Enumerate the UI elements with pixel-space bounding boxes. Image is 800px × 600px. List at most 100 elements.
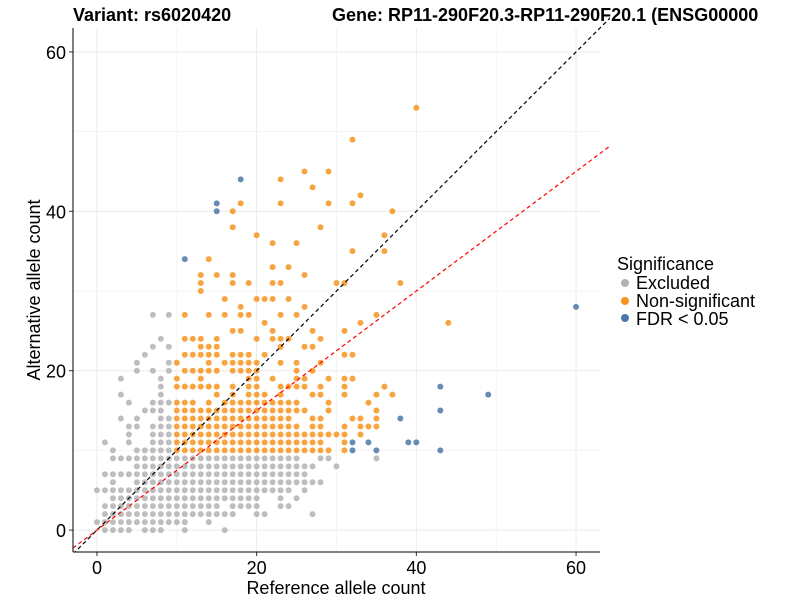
data-point [205, 447, 212, 454]
data-point [285, 264, 292, 271]
data-point [293, 447, 300, 454]
data-point [261, 487, 268, 494]
data-point [205, 351, 212, 358]
data-point [277, 439, 284, 446]
data-point [373, 407, 380, 414]
data-point [165, 479, 172, 486]
data-point [181, 463, 188, 470]
data-point [301, 431, 308, 438]
data-point [181, 407, 188, 414]
reference-lines [73, 17, 610, 552]
data-point [213, 503, 220, 510]
data-point [205, 311, 212, 318]
data-point [141, 519, 148, 526]
data-point [245, 391, 252, 398]
data-point [293, 311, 300, 318]
data-point [189, 495, 196, 502]
data-point [213, 343, 220, 350]
series-fdr-0-05 [181, 176, 580, 454]
data-point [189, 351, 196, 358]
data-point [125, 431, 132, 438]
legend-swatch-fdr [621, 314, 629, 322]
data-point [253, 431, 260, 438]
data-point [181, 495, 188, 502]
data-point [165, 439, 172, 446]
data-point [293, 455, 300, 462]
data-point [341, 383, 348, 390]
data-point [253, 423, 260, 430]
data-point [245, 447, 252, 454]
data-point [245, 479, 252, 486]
data-point [293, 423, 300, 430]
data-point [381, 248, 388, 255]
data-point [277, 311, 284, 318]
data-point [101, 439, 108, 446]
data-point [205, 367, 212, 374]
data-point [141, 463, 148, 470]
data-point [245, 495, 252, 502]
data-point [253, 399, 260, 406]
data-point [245, 280, 252, 287]
data-point [301, 407, 308, 414]
data-point [277, 495, 284, 502]
data-point [269, 335, 276, 342]
data-point [205, 256, 212, 263]
axes [72, 28, 600, 553]
data-point [253, 295, 260, 302]
data-point [173, 511, 180, 518]
reference-line-identity [74, 17, 610, 552]
data-point [213, 463, 220, 470]
data-point [165, 399, 172, 406]
data-point [253, 471, 260, 478]
data-point [197, 343, 204, 350]
data-point [165, 503, 172, 510]
data-point [381, 232, 388, 239]
data-point [245, 431, 252, 438]
data-point [189, 479, 196, 486]
data-point [213, 511, 220, 518]
data-point [301, 479, 308, 486]
data-point [309, 423, 316, 430]
data-point [189, 503, 196, 510]
data-point [261, 439, 268, 446]
data-point [221, 527, 228, 534]
data-point [181, 479, 188, 486]
data-point [173, 439, 180, 446]
data-point [229, 208, 236, 215]
data-point [277, 447, 284, 454]
data-point [269, 471, 276, 478]
data-point [357, 319, 364, 326]
data-point [157, 407, 164, 414]
data-point [237, 487, 244, 494]
legend-item-excluded: Excluded [621, 273, 710, 293]
data-point [149, 463, 156, 470]
data-point [221, 455, 228, 462]
data-point [293, 431, 300, 438]
data-point [349, 415, 356, 422]
data-point [221, 463, 228, 470]
data-point [213, 272, 220, 279]
data-point [213, 479, 220, 486]
data-point [253, 375, 260, 382]
data-point [165, 487, 172, 494]
data-point [165, 423, 172, 430]
data-point [197, 367, 204, 374]
data-point [213, 495, 220, 502]
data-point [149, 527, 156, 534]
data-point [197, 463, 204, 470]
data-point [213, 391, 220, 398]
data-point [229, 447, 236, 454]
data-point [357, 423, 364, 430]
data-point [325, 168, 332, 175]
data-point [253, 479, 260, 486]
data-point [197, 455, 204, 462]
data-point [261, 407, 268, 414]
data-point [573, 303, 580, 310]
data-point [173, 407, 180, 414]
data-point [157, 375, 164, 382]
data-point [261, 455, 268, 462]
data-point [485, 391, 492, 398]
data-point [277, 471, 284, 478]
data-point [189, 487, 196, 494]
y-tick-label: 60 [46, 43, 66, 63]
